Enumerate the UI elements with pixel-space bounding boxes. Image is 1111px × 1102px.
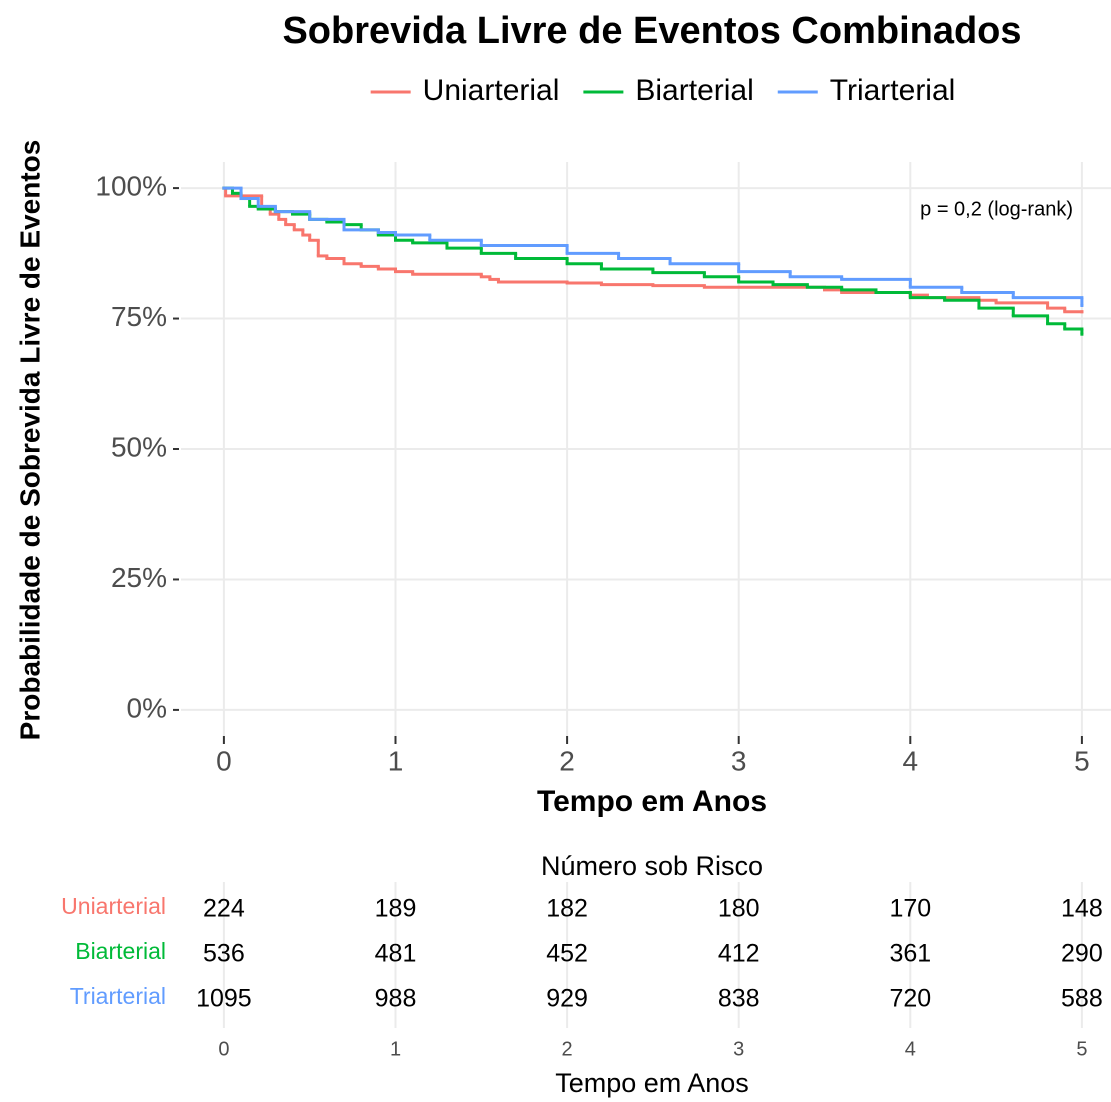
x-tick-label: 3 — [733, 1038, 744, 1060]
y-tick-label: 50% — [111, 431, 167, 462]
x-tick-label: 4 — [903, 745, 919, 776]
x-tick-label: 4 — [905, 1038, 916, 1060]
legend-item: Triarterial — [777, 74, 956, 107]
table-title: Número sob Risco — [541, 851, 763, 881]
y-axis-title: Probabilidade de Sobrevida Livre de Even… — [14, 140, 45, 741]
x-tick-label: 0 — [216, 745, 232, 776]
annotation: p = 0,2 (log-rank) — [920, 198, 1073, 220]
y-tick-label: 0% — [127, 692, 167, 723]
plot-panel: 0 1 2 3 4 50%25%50%75%100% — [95, 162, 1111, 776]
x-tick-label: 1 — [388, 745, 404, 776]
risk-count: 720 — [889, 985, 931, 1013]
risk-count: 170 — [889, 895, 931, 923]
x-tick-label: 1 — [390, 1038, 401, 1060]
x-tick-label: 5 — [1076, 1038, 1087, 1060]
row-label: Triarterial — [70, 983, 166, 1009]
legend-item: Uniarterial — [370, 74, 560, 107]
row-label: Biarterial — [75, 938, 166, 964]
risk-table: 0 1 2 3 4 5 Uniarterial 224 189 182 180 170 148 Biart… — [61, 882, 1103, 1060]
chart-title: Sobrevida Livre de Eventos Combinados — [282, 10, 1021, 52]
risk-count: 536 — [203, 940, 245, 968]
risk-count: 182 — [546, 895, 588, 923]
risk-count: 189 — [375, 895, 417, 923]
risk-count: 1095 — [196, 985, 252, 1013]
x-axis-title: Tempo em Anos — [537, 785, 767, 818]
km-curve — [222, 186, 1084, 307]
table-x-axis-title: Tempo em Anos — [555, 1068, 749, 1098]
risk-count: 180 — [718, 895, 760, 923]
risk-count: 224 — [203, 895, 245, 923]
risk-count: 588 — [1061, 985, 1103, 1013]
y-tick-label: 25% — [111, 562, 167, 593]
x-tick-label: 5 — [1074, 745, 1090, 776]
risk-count: 838 — [718, 985, 760, 1013]
legend-label: Biarterial — [635, 74, 753, 107]
legend-label: Triarterial — [830, 74, 956, 107]
row-label: Uniarterial — [61, 893, 166, 919]
risk-count: 452 — [546, 940, 588, 968]
y-tick-label: 75% — [111, 301, 167, 332]
x-tick-label: 2 — [559, 745, 575, 776]
y-tick-label: 100% — [95, 170, 167, 201]
risk-count: 361 — [889, 940, 931, 968]
legend-item: Biarterial — [583, 74, 754, 107]
risk-count: 290 — [1061, 940, 1103, 968]
risk-count: 929 — [546, 985, 588, 1013]
risk-count: 148 — [1061, 895, 1103, 923]
x-tick-label: 3 — [731, 745, 747, 776]
x-tick-label: 2 — [562, 1038, 573, 1060]
x-tick-label: 0 — [218, 1038, 229, 1060]
risk-count: 481 — [375, 940, 417, 968]
legend-label: Uniarterial — [423, 74, 560, 107]
risk-count: 988 — [375, 985, 417, 1013]
legend: Uniarterial Biarterial Triarterial — [370, 74, 956, 107]
risk-count: 412 — [718, 940, 760, 968]
